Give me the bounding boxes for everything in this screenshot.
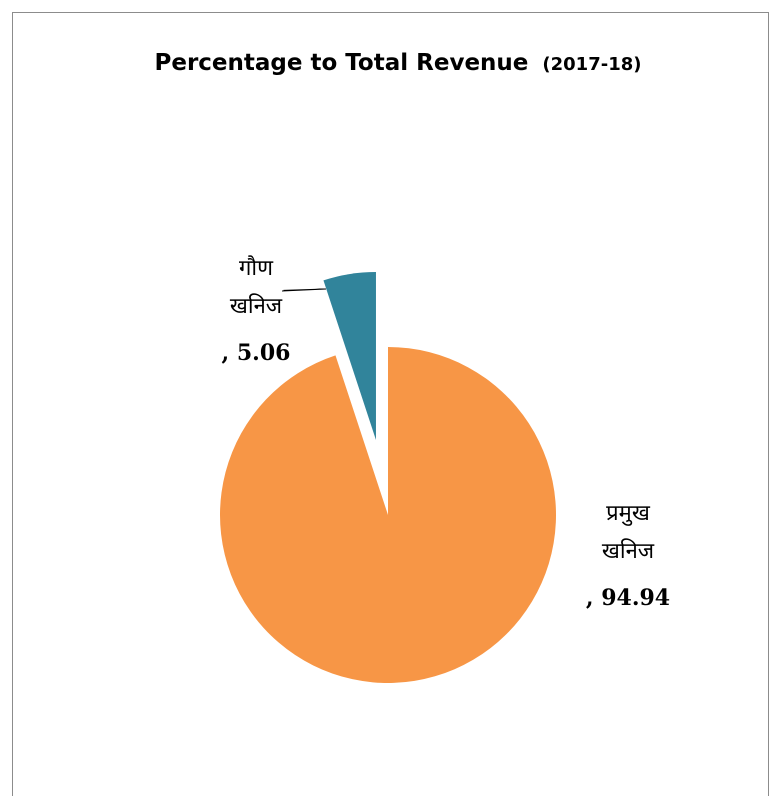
slice-label: प्रमुख खनिज <box>602 501 655 564</box>
pie-slice <box>323 271 376 440</box>
leader-line <box>281 288 327 292</box>
pie-slice <box>219 347 556 683</box>
chart-title-group: Percentage to Total Revenue (2017-18) <box>155 50 642 76</box>
chart-title: Percentage to Total Revenue <box>155 50 529 76</box>
slice-value-label: , 94.94 <box>586 585 670 611</box>
slice-value-label: , 5.06 <box>222 340 291 366</box>
slice-label: गौण खनिज <box>230 255 283 319</box>
chart-subtitle: (2017-18) <box>542 54 641 75</box>
labels: प्रमुख खनिज , 94.94 गौण खनिज , 5.06 <box>222 255 671 611</box>
slices <box>219 271 556 683</box>
